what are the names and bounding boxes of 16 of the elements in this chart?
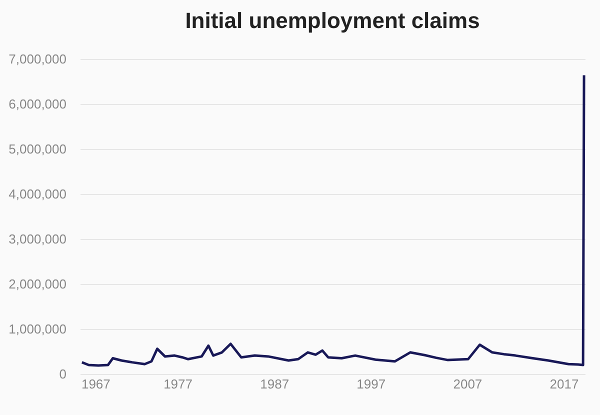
x-tick-label: 1977 <box>164 376 192 392</box>
y-tick-label: 3,000,000 <box>8 232 66 246</box>
x-tick-label: 1987 <box>260 376 290 392</box>
chart-title: Initial unemployment claims <box>185 8 480 33</box>
y-tick-label: 0 <box>59 366 66 382</box>
y-tick-label: 6,000,000 <box>8 96 66 112</box>
line-series <box>80 74 586 367</box>
x-tick-label: 2007 <box>453 376 482 392</box>
x-tick-label: 1997 <box>356 376 386 392</box>
y-tick-label: 1,000,000 <box>8 322 66 336</box>
x-tick-label: 2017 <box>550 376 579 392</box>
y-tick-label: 5,000,000 <box>8 142 66 156</box>
x-tick-label: 1967 <box>81 376 110 392</box>
y-tick-label: 7,000,000 <box>8 52 66 66</box>
y-tick-label: 2,000,000 <box>8 276 66 292</box>
y-tick-label: 4,000,000 <box>8 186 66 202</box>
